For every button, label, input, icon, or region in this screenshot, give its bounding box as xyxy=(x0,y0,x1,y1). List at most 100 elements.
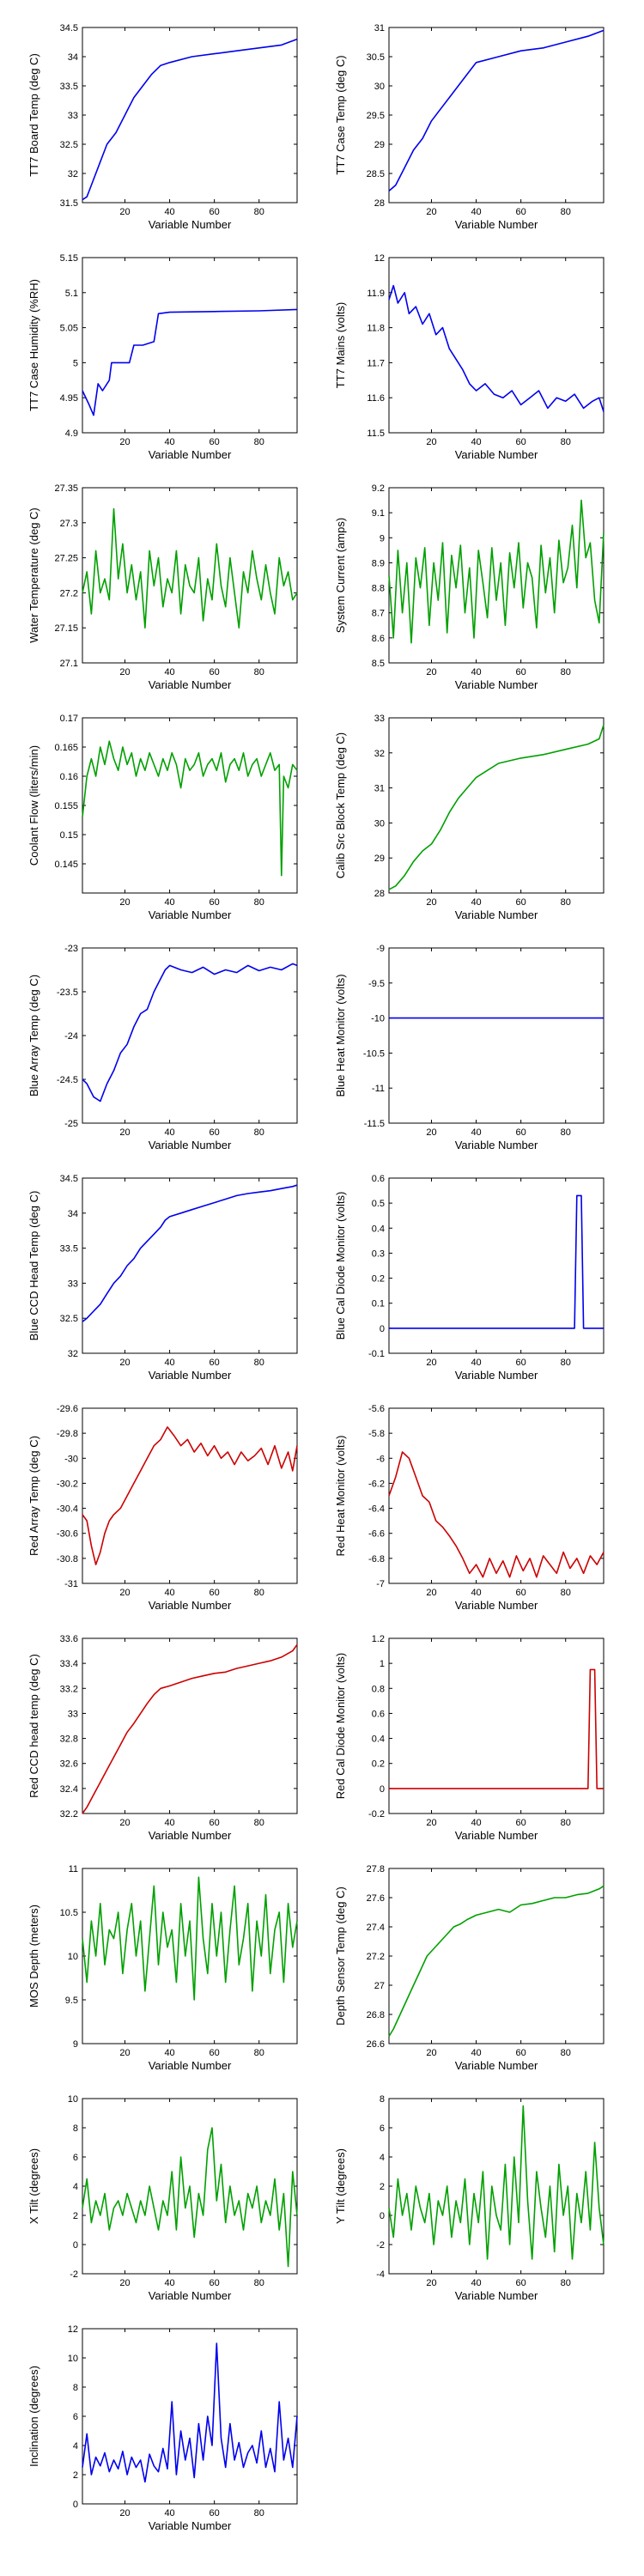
x-tick-label: 40 xyxy=(164,437,174,447)
y-axis-label: Depth Sensor Temp (deg C) xyxy=(334,1886,347,2026)
y-tick-label: 27.25 xyxy=(54,554,78,564)
y-tick-label: 29 xyxy=(374,140,385,150)
y-tick-label: -30.6 xyxy=(57,1529,78,1540)
x-tick-label: 60 xyxy=(516,897,526,908)
y-axis-label: System Current (amps) xyxy=(334,518,347,633)
y-tick-label: 30 xyxy=(374,82,385,92)
x-tick-label: 40 xyxy=(164,2048,174,2058)
x-tick-label: 40 xyxy=(471,1127,481,1138)
y-axis-label: Y Tilt (degrees) xyxy=(334,2148,347,2224)
chart-panel-7: 20 40 60 80 0.145 0.15 0.155 0.16 0.165 0.17 Varia… xyxy=(27,714,298,921)
x-tick-label: 40 xyxy=(164,897,174,908)
chart-panel-15: 20 40 60 80 32.2 32.4 32.6 32.8 33 33.2 33.4 33.6 Va… xyxy=(27,1634,298,1842)
x-tick-label: 20 xyxy=(119,1818,130,1828)
x-axis-label: Variable Number xyxy=(149,1829,232,1842)
chart-panel-13: 20 40 60 80 -31 -30.8 -30.6 -30.4 -30.2 -30 -29.8 -… xyxy=(27,1404,298,1612)
x-tick-label: 80 xyxy=(254,667,264,677)
y-tick-label: 9.1 xyxy=(372,508,385,519)
y-tick-label: -29.8 xyxy=(57,1429,78,1439)
plot-frame xyxy=(82,1177,298,1354)
x-tick-label: 40 xyxy=(164,1588,174,1598)
plot-frame xyxy=(388,257,605,434)
y-tick-label: 34 xyxy=(68,52,78,63)
y-tick-label: -30.2 xyxy=(57,1479,78,1489)
series-line xyxy=(82,2127,298,2268)
y-tick-label: 26.6 xyxy=(367,2039,385,2050)
plot-frame xyxy=(388,947,605,1124)
y-tick-label: -24.5 xyxy=(57,1075,78,1085)
x-tick-label: 80 xyxy=(561,667,571,677)
series-line xyxy=(388,284,605,412)
y-axis-label: Blue Heat Monitor (volts) xyxy=(334,974,347,1097)
x-tick-label: 60 xyxy=(516,1127,526,1138)
chart-panel-12: 20 40 60 80 -0.1 0 0.1 0.2 0.3 0.4 0.5 0.6 Variable … xyxy=(334,1174,605,1382)
plot-frame xyxy=(388,1868,605,2044)
x-tick-label: 40 xyxy=(471,437,481,447)
chart-panel-5: 20 40 60 80 27.1 27.15 27.2 27.25 27.3 27.35 Varia… xyxy=(27,483,298,691)
series-line xyxy=(82,1426,298,1565)
y-tick-label: 8.6 xyxy=(372,634,385,644)
y-tick-label: 0.165 xyxy=(54,743,78,753)
x-tick-label: 20 xyxy=(119,1127,130,1138)
chart-panel-9: 20 40 60 80 -25 -24.5 -24 -23.5 -23 Variable Numb… xyxy=(27,944,298,1151)
x-tick-label: 20 xyxy=(426,1358,436,1368)
x-axis-label: Variable Number xyxy=(149,1369,232,1382)
x-tick-label: 20 xyxy=(119,667,130,677)
y-tick-label: 6 xyxy=(380,2123,385,2134)
chart-panel-6: 20 40 60 80 8.5 8.6 8.7 8.8 8.9 9 9.1 9.2 Variable N… xyxy=(334,483,605,691)
y-tick-label: 9 xyxy=(73,2039,78,2050)
y-tick-label: -4 xyxy=(376,2269,385,2280)
y-tick-label: 5.1 xyxy=(65,289,78,299)
y-tick-label: 27.15 xyxy=(54,623,78,634)
y-tick-label: 0 xyxy=(380,1784,385,1795)
y-tick-label: 12 xyxy=(68,2324,78,2335)
x-tick-label: 60 xyxy=(210,1358,220,1368)
y-axis-label: Coolant Flow (liters/min) xyxy=(27,745,40,866)
y-tick-label: 8.5 xyxy=(372,659,385,669)
x-tick-label: 60 xyxy=(210,1127,220,1138)
y-tick-label: -0.1 xyxy=(368,1349,385,1359)
y-tick-label: 0.15 xyxy=(60,830,78,841)
y-axis-label: Calib Src Block Temp (deg C) xyxy=(334,732,347,878)
y-tick-label: 4 xyxy=(73,2441,78,2451)
x-axis-label: Variable Number xyxy=(455,448,538,461)
y-tick-label: 1.2 xyxy=(372,1634,385,1644)
x-tick-label: 40 xyxy=(164,2278,174,2288)
y-tick-label: 8 xyxy=(73,2383,78,2393)
y-tick-label: 33 xyxy=(374,714,385,724)
y-tick-label: 32.5 xyxy=(60,140,78,150)
x-tick-label: 60 xyxy=(210,2508,220,2518)
y-tick-label: -2 xyxy=(70,2269,78,2280)
x-tick-label: 80 xyxy=(561,897,571,908)
y-tick-label: 11.6 xyxy=(367,393,385,404)
x-tick-label: 20 xyxy=(426,2048,436,2058)
y-tick-label: 33.6 xyxy=(60,1634,78,1644)
y-tick-label: -11.5 xyxy=(364,1119,385,1129)
y-tick-label: 5.05 xyxy=(60,324,78,334)
chart-panel-20: 20 40 60 80 -4 -2 0 2 4 6 8 Variable Number Y Tilt (… xyxy=(334,2094,605,2302)
x-axis-label: Variable Number xyxy=(455,1829,538,1842)
x-axis-label: Variable Number xyxy=(149,1599,232,1612)
x-tick-label: 20 xyxy=(119,437,130,447)
x-axis-label: Variable Number xyxy=(455,678,538,691)
y-tick-label: 27.8 xyxy=(367,1864,385,1874)
x-axis-label: Variable Number xyxy=(455,1599,538,1612)
plot-frame xyxy=(82,2328,298,2505)
x-axis-label: Variable Number xyxy=(149,218,232,231)
x-tick-label: 20 xyxy=(119,1588,130,1598)
x-tick-label: 80 xyxy=(561,1127,571,1138)
y-tick-label: 2 xyxy=(73,2211,78,2221)
y-tick-label: -25 xyxy=(64,1119,78,1129)
x-tick-label: 80 xyxy=(254,1818,264,1828)
y-tick-label: -6.6 xyxy=(368,1529,385,1540)
x-tick-label: 20 xyxy=(119,1358,130,1368)
plot-frame xyxy=(388,1637,605,1814)
x-tick-label: 20 xyxy=(426,1127,436,1138)
y-tick-label: 8 xyxy=(73,2123,78,2134)
chart-panel-1: 20 40 60 80 31.5 32 32.5 33 33.5 34 34.5 Variable N… xyxy=(27,23,298,231)
series-line xyxy=(82,308,298,416)
y-axis-label: TT7 Board Temp (deg C) xyxy=(27,53,40,177)
y-tick-label: 33.4 xyxy=(60,1659,78,1669)
y-tick-label: 0.17 xyxy=(60,714,78,724)
y-axis-label: TT7 Case Humidity (%RH) xyxy=(27,279,40,411)
